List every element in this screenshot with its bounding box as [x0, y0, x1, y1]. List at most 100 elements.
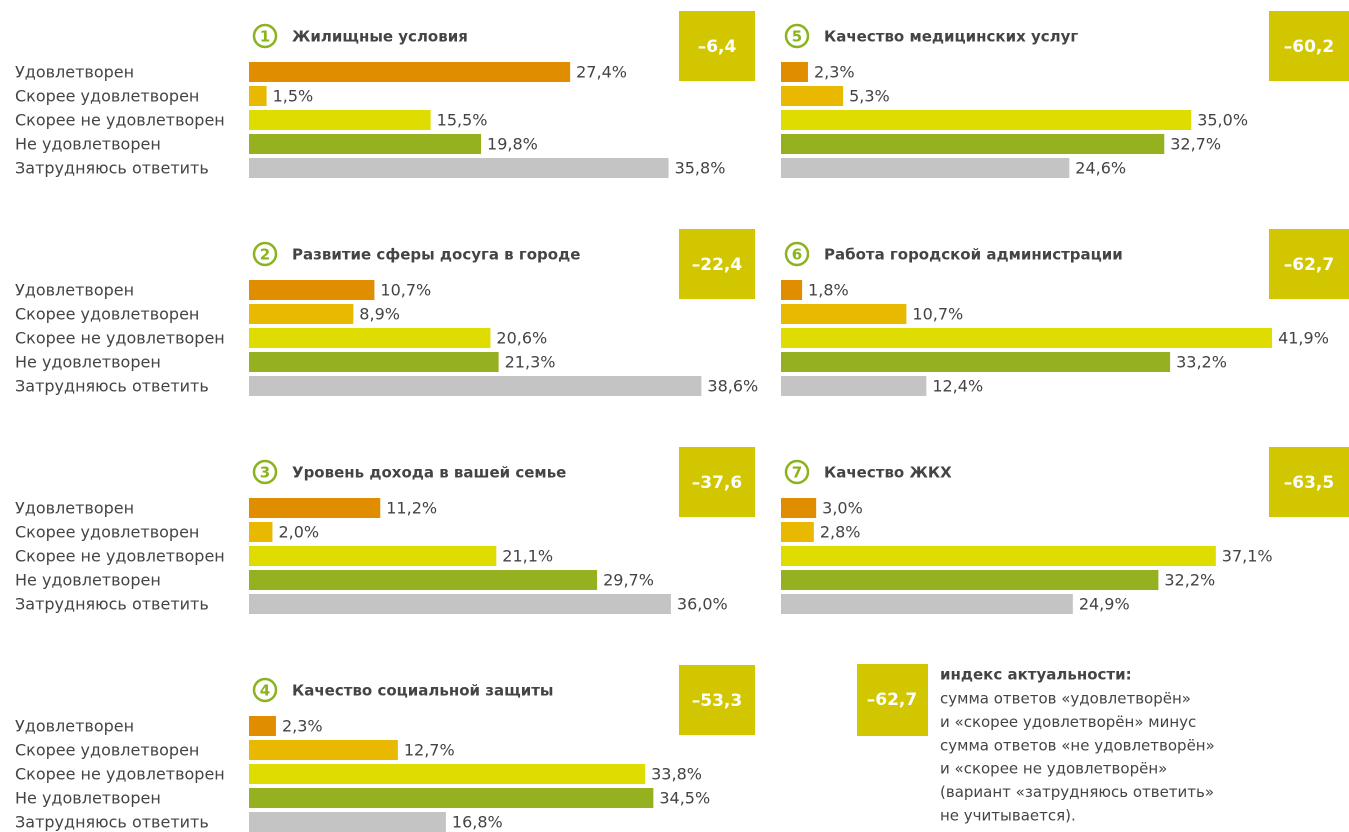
value-label: 38,6%	[707, 377, 758, 396]
index-box	[679, 229, 755, 299]
bar	[781, 498, 817, 518]
legend-line: и «скорее не удовлетворён»	[940, 760, 1167, 778]
bar	[781, 570, 1159, 590]
bar	[249, 158, 669, 178]
value-label: 20,6%	[496, 329, 547, 348]
bar	[249, 570, 598, 590]
bar	[781, 352, 1171, 372]
value-label: 15,5%	[437, 111, 488, 130]
category-label: Скорее не удовлетворен	[15, 329, 225, 348]
bar	[249, 498, 381, 518]
bar	[249, 280, 375, 300]
bar	[781, 522, 814, 542]
value-label: 35,8%	[675, 159, 726, 178]
chart-number: 7	[792, 464, 802, 482]
bar	[781, 86, 844, 106]
bar	[249, 546, 497, 566]
bar	[781, 376, 927, 396]
category-label: Не удовлетворен	[15, 789, 161, 808]
number-circle	[252, 241, 278, 267]
bar	[781, 594, 1073, 614]
value-label: 1,8%	[808, 281, 849, 300]
bar	[249, 764, 646, 784]
index-box	[1269, 11, 1349, 81]
legend-line: и «скорее удовлетворён» минус	[940, 713, 1196, 731]
chart-title: Качество медицинских услуг	[824, 28, 1078, 46]
value-label: 37,1%	[1222, 547, 1273, 566]
bar	[781, 158, 1070, 178]
bar	[781, 304, 907, 324]
bar	[249, 740, 398, 760]
index-label: –6,4	[698, 37, 737, 57]
value-label: 24,9%	[1079, 595, 1130, 614]
category-label: Удовлетворен	[15, 63, 134, 82]
chart-title: Уровень дохода в вашей семье	[292, 464, 566, 482]
number-circle	[252, 459, 278, 485]
value-label: 1,5%	[273, 87, 314, 106]
category-label: Скорее не удовлетворен	[15, 765, 225, 784]
bar	[249, 86, 267, 106]
category-label: Не удовлетворен	[15, 135, 161, 154]
value-label: 21,3%	[505, 353, 556, 372]
bar	[781, 62, 808, 82]
category-label: Удовлетворен	[15, 499, 134, 518]
number-circle	[252, 23, 278, 49]
value-label: 5,3%	[849, 87, 890, 106]
chart-title: Работа городской администрации	[824, 246, 1123, 264]
bar	[249, 62, 571, 82]
index-box	[679, 447, 755, 517]
index-label: –62,7	[1284, 255, 1334, 275]
bar	[249, 134, 482, 154]
bar	[249, 304, 354, 324]
value-label: 11,2%	[386, 499, 437, 518]
value-label: 34,5%	[659, 789, 710, 808]
legend-line: (вариант «затрудняюсь ответить»	[940, 783, 1214, 801]
chart-title: Жилищные условия	[292, 28, 468, 46]
bar	[249, 376, 702, 396]
index-label: –22,4	[692, 255, 743, 275]
index-box	[679, 11, 755, 81]
bar	[781, 134, 1165, 154]
legend-box	[857, 664, 928, 736]
category-label: Скорее не удовлетворен	[15, 111, 225, 130]
index-box	[1269, 447, 1349, 517]
bar	[249, 522, 273, 542]
chart-title: Развитие сферы досуга в городе	[292, 246, 580, 264]
category-label: Удовлетворен	[15, 281, 134, 300]
chart-number: 3	[260, 464, 270, 482]
chart-number: 5	[792, 28, 802, 46]
chart-number: 1	[260, 28, 270, 46]
value-label: 21,1%	[502, 547, 553, 566]
bar	[249, 716, 276, 736]
value-label: 10,7%	[380, 281, 431, 300]
category-label: Затрудняюсь ответить	[15, 595, 209, 614]
value-label: 33,8%	[651, 765, 702, 784]
index-label: –53,3	[692, 691, 742, 711]
number-circle	[784, 459, 810, 485]
bar	[249, 812, 446, 832]
index-box	[679, 665, 755, 735]
bar	[781, 110, 1192, 130]
value-label: 2,3%	[282, 717, 323, 736]
value-label: 8,9%	[359, 305, 400, 324]
category-label: Скорее удовлетворен	[15, 87, 199, 106]
index-label: –60,2	[1284, 37, 1334, 57]
value-label: 27,4%	[576, 63, 627, 82]
chart-number: 2	[260, 246, 270, 264]
value-label: 3,0%	[822, 499, 863, 518]
value-label: 29,7%	[603, 571, 654, 590]
number-circle	[784, 241, 810, 267]
category-label: Затрудняюсь ответить	[15, 377, 209, 396]
legend-title: индекс актуальности:	[940, 666, 1132, 684]
index-label: –37,6	[692, 473, 742, 493]
category-label: Не удовлетворен	[15, 353, 161, 372]
category-label: Скорее не удовлетворен	[15, 547, 225, 566]
value-label: 24,6%	[1075, 159, 1126, 178]
value-label: 32,2%	[1164, 571, 1215, 590]
bar	[781, 280, 803, 300]
category-label: Скорее удовлетворен	[15, 741, 199, 760]
value-label: 10,7%	[912, 305, 963, 324]
category-label: Затрудняюсь ответить	[15, 159, 209, 178]
category-label: Затрудняюсь ответить	[15, 813, 209, 832]
